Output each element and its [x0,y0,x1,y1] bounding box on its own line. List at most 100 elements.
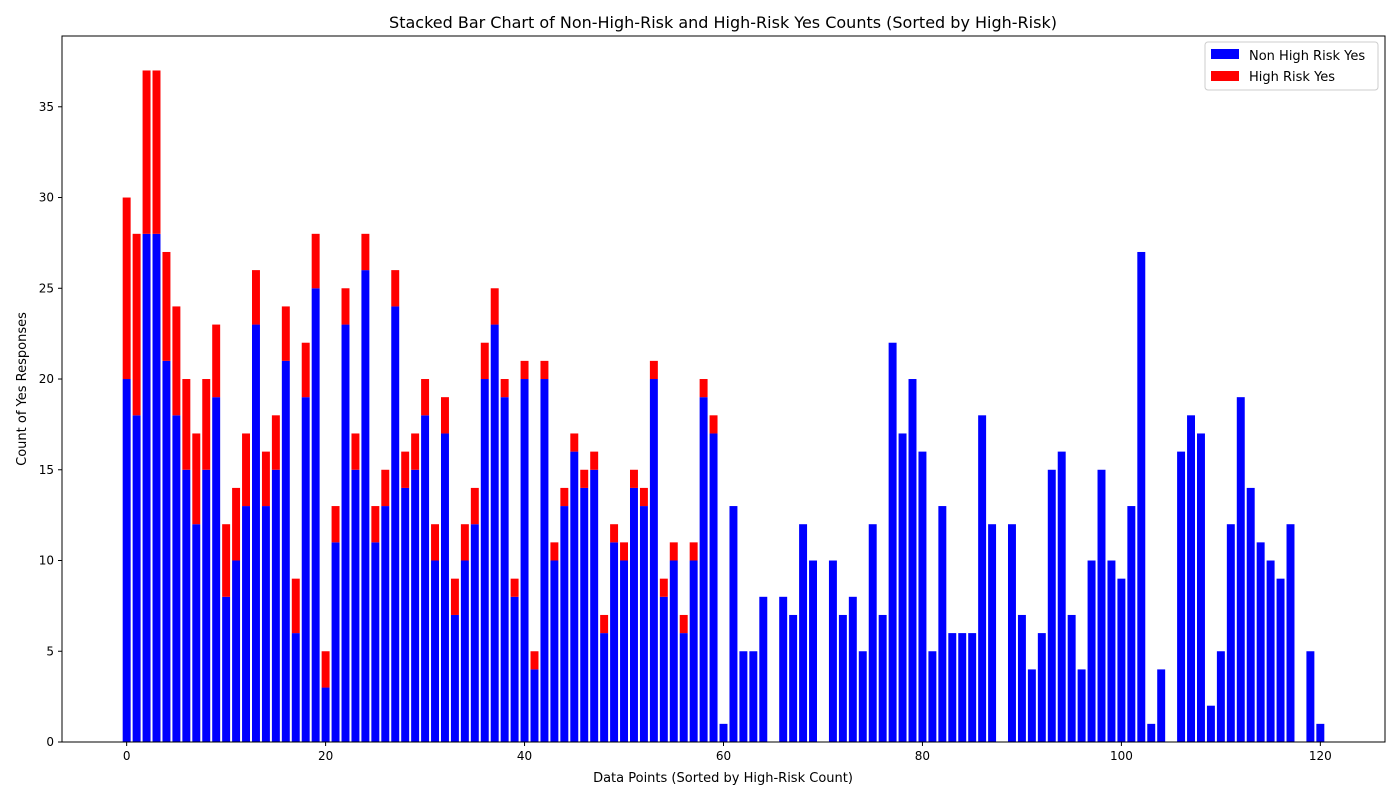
bar-high-risk-26 [381,469,390,507]
bar-non-high-risk-58 [699,397,708,742]
bar-non-high-risk-62 [739,651,748,742]
bar-non-high-risk-36 [480,379,489,742]
bar-high-risk-58 [699,379,708,398]
bar-non-high-risk-53 [649,379,658,742]
legend-swatch-non-high-risk [1211,49,1239,59]
bar-non-high-risk-72 [838,614,847,742]
bar-non-high-risk-112 [1236,397,1245,742]
bar-non-high-risk-25 [371,542,380,742]
bar-non-high-risk-60 [719,723,728,742]
bar-non-high-risk-101 [1127,506,1136,742]
bar-high-risk-22 [341,288,350,325]
bar-non-high-risk-87 [988,524,997,742]
bar-non-high-risk-12 [242,506,251,742]
bar-non-high-risk-38 [500,397,509,742]
bar-non-high-risk-1 [132,415,141,742]
bar-non-high-risk-66 [779,596,788,742]
y-tick-label-15: 15 [39,463,54,477]
bar-non-high-risk-7 [192,524,201,742]
bar-high-risk-34 [460,524,469,561]
bar-non-high-risk-83 [948,633,957,742]
bar-non-high-risk-23 [351,469,360,742]
bar-non-high-risk-29 [411,469,420,742]
x-tick-label-100: 100 [1110,749,1133,763]
bar-high-risk-30 [421,379,430,416]
bar-non-high-risk-106 [1177,451,1186,742]
bar-non-high-risk-96 [1077,669,1086,742]
bar-high-risk-43 [550,542,559,561]
bar-non-high-risk-119 [1306,651,1315,742]
bar-non-high-risk-77 [888,342,897,742]
bar-non-high-risk-0 [122,379,131,742]
bar-non-high-risk-48 [600,633,609,742]
bar-high-risk-41 [530,651,539,670]
bar-non-high-risk-17 [291,633,300,742]
legend-swatch-high-risk [1211,71,1239,81]
bar-high-risk-59 [709,415,718,434]
bar-non-high-risk-24 [361,270,370,742]
bar-non-high-risk-30 [421,415,430,742]
bar-non-high-risk-20 [321,687,330,742]
bar-non-high-risk-27 [391,306,400,742]
bar-non-high-risk-40 [520,379,529,742]
bar-high-risk-36 [480,342,489,380]
bar-high-risk-2 [142,70,151,234]
bar-high-risk-9 [212,324,221,398]
bar-non-high-risk-114 [1256,542,1265,742]
bar-non-high-risk-31 [431,560,440,742]
y-axis: 0 5 10 15 20 25 30 35 [39,100,62,749]
bar-non-high-risk-11 [232,560,241,742]
bar-non-high-risk-56 [679,633,688,742]
x-tick-label-40: 40 [517,749,532,763]
bar-high-risk-4 [162,251,171,361]
y-tick-label-5: 5 [46,644,54,658]
bar-high-risk-54 [659,578,668,597]
bar-non-high-risk-2 [142,233,151,742]
bar-non-high-risk-28 [401,487,410,742]
y-tick-label-30: 30 [39,191,54,205]
bar-high-risk-7 [192,433,201,525]
bar-high-risk-3 [152,70,161,234]
bar-non-high-risk-52 [639,506,648,742]
x-tick-label-80: 80 [915,749,930,763]
bar-non-high-risk-41 [530,669,539,742]
bar-non-high-risk-64 [759,596,768,742]
bar-non-high-risk-74 [858,651,867,742]
bar-non-high-risk-76 [878,614,887,742]
bar-non-high-risk-47 [590,469,599,742]
bar-non-high-risk-35 [470,524,479,742]
bar-non-high-risk-6 [182,469,191,742]
bar-non-high-risk-104 [1157,669,1166,742]
bar-non-high-risk-21 [331,542,340,742]
bar-high-risk-18 [301,342,310,398]
bar-high-risk-33 [450,578,459,615]
x-tick-label-60: 60 [716,749,731,763]
bar-high-risk-19 [311,233,320,289]
bar-high-risk-15 [271,415,280,470]
bar-high-risk-11 [232,487,241,561]
bar-non-high-risk-100 [1117,578,1126,742]
bar-non-high-risk-86 [978,415,987,742]
bar-non-high-risk-42 [540,379,549,742]
bar-non-high-risk-8 [202,469,211,742]
legend: Non High Risk Yes High Risk Yes [1204,41,1379,91]
bar-high-risk-10 [222,524,231,597]
bar-non-high-risk-91 [1027,669,1036,742]
bar-high-risk-37 [490,288,499,325]
bar-non-high-risk-111 [1226,524,1235,742]
x-axis: 0 20 40 60 80 100 120 [123,742,1332,763]
y-tick-label-25: 25 [39,281,54,295]
bar-high-risk-38 [500,379,509,398]
bar-non-high-risk-108 [1196,433,1205,742]
bar-non-high-risk-120 [1316,723,1325,742]
bar-non-high-risk-67 [789,614,798,742]
bar-high-risk-12 [242,433,251,507]
bar-high-risk-6 [182,379,191,470]
bar-non-high-risk-90 [1017,614,1026,742]
y-axis-label: Count of Yes Responses [15,312,30,466]
bar-non-high-risk-79 [908,379,917,742]
bar-non-high-risk-81 [928,651,937,742]
bar-high-risk-42 [540,360,549,380]
bar-non-high-risk-50 [620,560,629,742]
